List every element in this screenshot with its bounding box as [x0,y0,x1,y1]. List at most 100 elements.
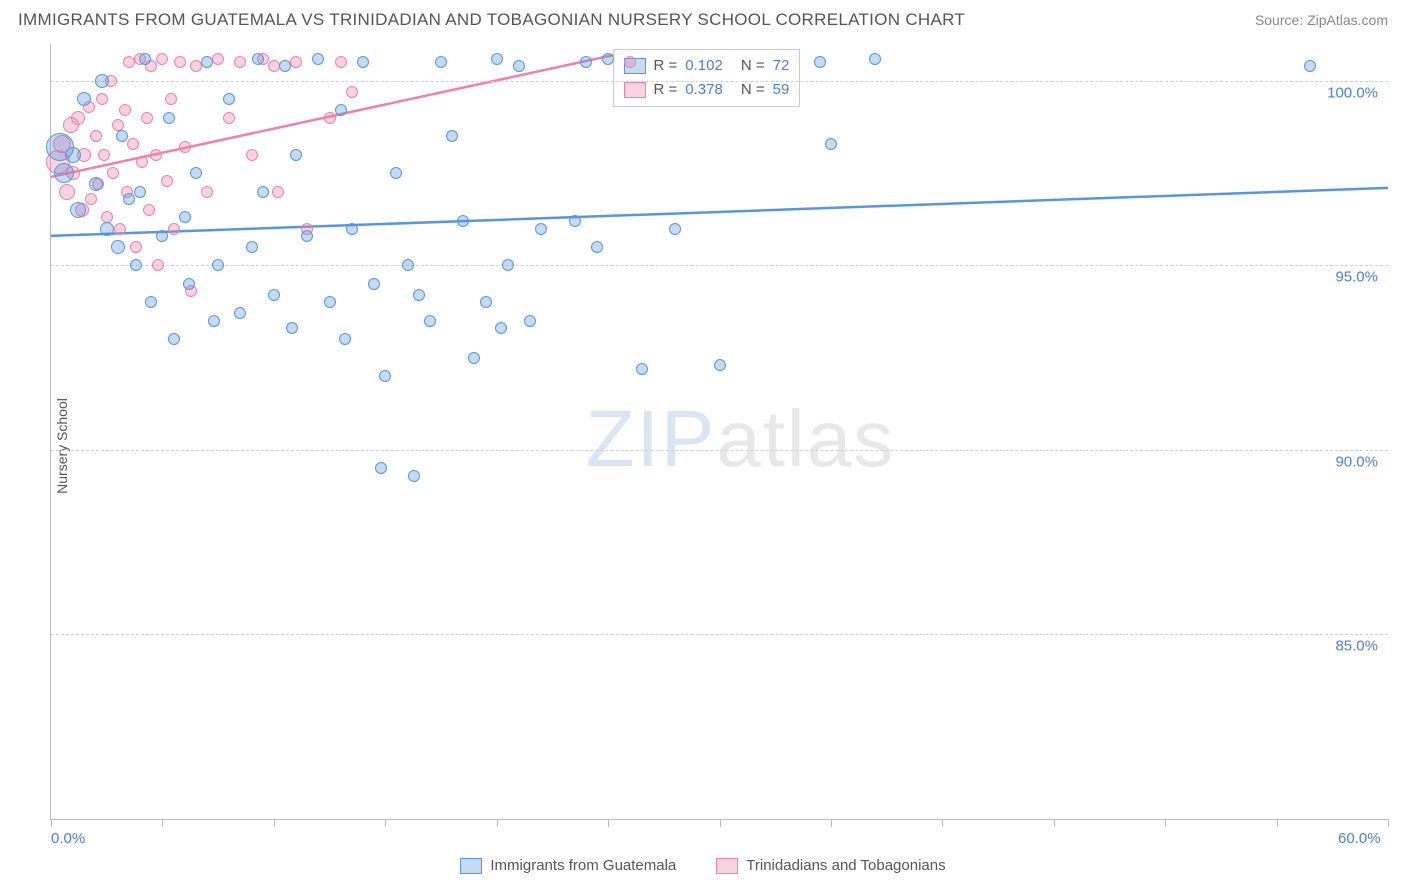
point-blue [89,177,103,191]
x-tick [274,819,275,827]
y-tick-label: 100.0% [1327,84,1378,101]
bottom-legend: Immigrants from Guatemala Trinidadians a… [0,857,1406,874]
point-pink [168,223,180,235]
point-pink [212,53,224,65]
point-pink [136,156,148,168]
point-blue [602,53,614,65]
point-blue [134,186,146,198]
x-tick [942,819,943,827]
watermark: ZIPatlas [586,393,895,485]
point-blue [814,56,826,68]
point-blue [77,92,91,106]
point-blue [208,315,220,327]
x-tick [720,819,721,827]
point-pink [223,112,235,124]
stats-r-value: 0.102 [685,54,723,78]
point-blue [480,296,492,308]
point-blue [130,259,142,271]
stats-n-value: 72 [773,54,790,78]
gridline-h [51,634,1388,635]
point-blue [168,333,180,345]
x-tick-label: 0.0% [51,830,85,847]
point-pink [85,193,97,205]
point-blue [324,296,336,308]
point-pink [152,259,164,271]
point-blue [286,322,298,334]
stats-r-label: R = [654,54,678,78]
point-blue [100,222,114,236]
chart-plot-area: ZIPatlas R =0.102N =72R =0.378N =59 100.… [50,44,1388,820]
x-tick [1054,819,1055,827]
point-pink [246,149,258,161]
point-blue [825,138,837,150]
point-pink [127,138,139,150]
point-blue [179,211,191,223]
point-pink [290,56,302,68]
point-pink [150,149,162,161]
y-tick-label: 95.0% [1335,269,1378,286]
point-blue [339,333,351,345]
point-blue [312,53,324,65]
point-pink [161,175,173,187]
x-tick-label: 60.0% [1338,830,1381,847]
point-blue [375,462,387,474]
point-blue [424,315,436,327]
point-blue [413,289,425,301]
point-pink [114,223,126,235]
point-pink [201,186,213,198]
point-blue [257,186,269,198]
point-pink [324,112,336,124]
point-blue [1304,60,1316,72]
point-pink [98,149,110,161]
point-blue [290,149,302,161]
point-pink [107,167,119,179]
point-blue [301,230,313,242]
chart-source: Source: ZipAtlas.com [1255,12,1388,28]
legend-item-blue: Immigrants from Guatemala [460,857,676,874]
point-pink [335,56,347,68]
point-blue [95,74,109,88]
legend-item-pink: Trinidadians and Tobagonians [716,857,945,874]
point-blue [335,104,347,116]
point-pink [119,104,131,116]
point-blue [156,230,168,242]
point-blue [212,259,224,271]
point-pink [59,184,75,200]
point-blue [379,370,391,382]
x-tick [162,819,163,827]
point-blue [54,163,74,183]
point-pink [624,56,636,68]
legend-swatch-pink [716,858,738,874]
point-pink [71,111,85,125]
point-blue [491,53,503,65]
point-blue [357,56,369,68]
point-blue [502,259,514,271]
point-pink [179,141,191,153]
point-blue [446,130,458,142]
point-blue [368,278,380,290]
point-pink [272,186,284,198]
x-tick [385,819,386,827]
point-blue [346,223,358,235]
point-blue [669,223,681,235]
point-blue [569,215,581,227]
point-blue [495,322,507,334]
point-blue [116,130,128,142]
x-tick [1388,819,1389,827]
legend-swatch-blue [460,858,482,874]
point-blue [636,363,648,375]
x-tick [1277,819,1278,827]
watermark-zip: ZIP [586,394,716,483]
point-blue [468,352,480,364]
gridline-h [51,450,1388,451]
stats-row: R =0.102N =72 [624,54,790,78]
point-pink [143,204,155,216]
x-tick [608,819,609,827]
point-blue [246,241,258,253]
point-blue [201,56,213,68]
point-blue [223,93,235,105]
point-blue [190,167,202,179]
point-blue [714,359,726,371]
point-blue [279,60,291,72]
point-blue [65,147,81,163]
